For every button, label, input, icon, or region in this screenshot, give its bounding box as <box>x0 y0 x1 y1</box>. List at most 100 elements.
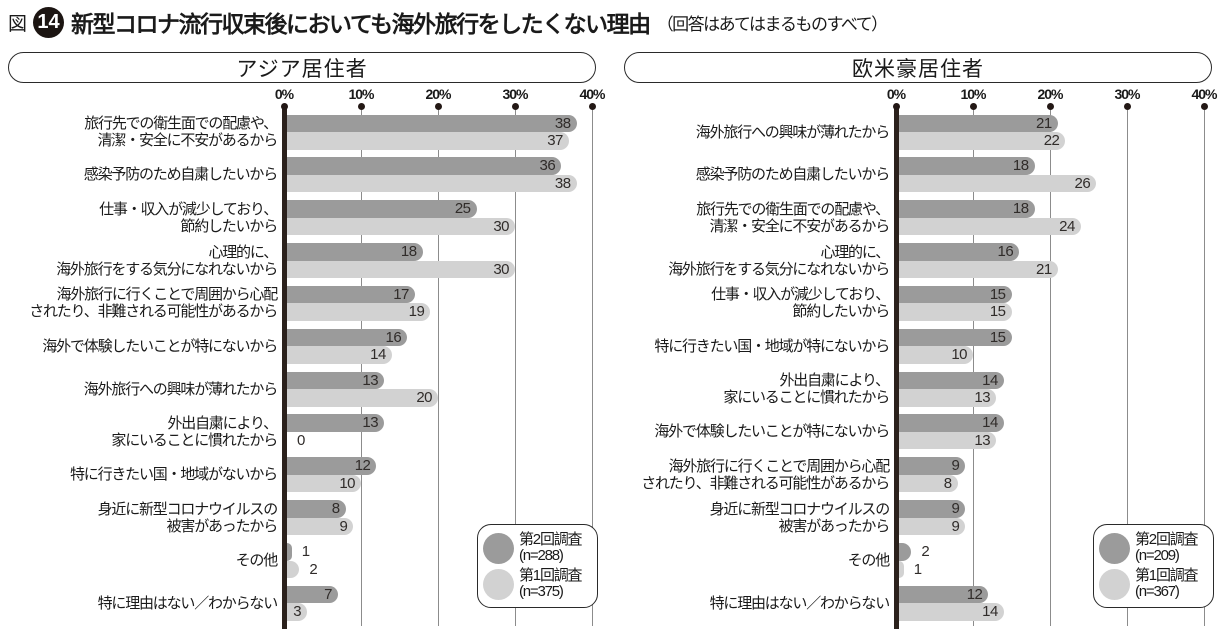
bar-value: 26 <box>1074 174 1091 192</box>
category-label: 海外で体験したいことが特にないから <box>42 337 278 355</box>
legend-swatch-survey1 <box>483 568 514 600</box>
bar-value: 22 <box>1043 132 1060 149</box>
x-tick-dot <box>280 103 288 110</box>
x-tick-dot <box>434 103 442 110</box>
panel-west: 欧米豪居住者 第2回調査 (n=209) 第1回調査 (n=367) 0% 10% 20… <box>616 0 1232 632</box>
bar-survey2 <box>287 371 385 390</box>
bar-survey1 <box>899 474 958 493</box>
category-label: 旅行先での衛生面での配慮や、 清潔・安全に不安があるから <box>696 200 890 235</box>
bar-survey1 <box>899 217 1081 236</box>
bar-survey2 <box>287 328 408 347</box>
bar-value: 30 <box>493 217 509 235</box>
figure-title: 新型コロナ流行収束後においても海外旅行をしたくない理由 <box>71 11 651 37</box>
category-label: 心理的に、 海外旅行をする気分になれないから <box>668 243 890 278</box>
bar-value: 30 <box>493 260 509 278</box>
x-tick-dot <box>1200 103 1208 110</box>
category-label: 海外旅行への興味が薄れたから <box>83 380 278 398</box>
gridline <box>515 110 516 626</box>
category-label: その他 <box>847 552 891 569</box>
bar-value: 8 <box>943 474 952 492</box>
bar-survey2 <box>899 114 1058 132</box>
bar-value: 38 <box>554 174 571 192</box>
category-label: 心理的に、 海外旅行をする気分になれないから <box>56 243 278 278</box>
x-tick-label: 20% <box>1037 86 1063 102</box>
legend-west: 第2回調査 (n=209) 第1回調査 (n=367) <box>1093 524 1214 608</box>
bar-value: 9 <box>951 457 960 475</box>
bar-survey2 <box>287 200 477 218</box>
bar-value: 1 <box>301 543 310 560</box>
legend-text-survey2: 第2回調査 (n=288) <box>519 530 583 564</box>
bar-survey1 <box>899 389 997 407</box>
bar-value: 8 <box>331 500 340 518</box>
bar-value: 25 <box>454 200 471 218</box>
x-tick-dot <box>892 103 900 110</box>
bar-survey2 <box>287 543 292 561</box>
category-label: その他 <box>235 552 279 569</box>
bar-value: 2 <box>309 560 318 578</box>
category-label: 外出自粛により、 家にいることに慣れたから <box>723 372 890 407</box>
bar-value: 16 <box>385 328 402 346</box>
bar-value: 24 <box>1059 217 1075 235</box>
bar-survey1 <box>899 260 1058 279</box>
bar-survey1 <box>899 560 904 578</box>
bar-survey1 <box>899 517 966 536</box>
bar-value: 3 <box>293 603 302 621</box>
figure-title-row: 図 14 新型コロナ流行収束後においても海外旅行をしたくない理由 （回答はあては… <box>8 5 888 39</box>
bar-survey2 <box>899 285 1012 304</box>
bar-survey2 <box>287 285 415 304</box>
panel-asia: アジア居住者 第2回調査 (n=288) 第1回調査 (n=375) 0% 10% 20… <box>8 52 606 629</box>
x-tick-label: 10% <box>348 86 374 102</box>
bar-value: 15 <box>989 303 1006 321</box>
bar-survey1 <box>899 346 973 364</box>
bar-survey1 <box>287 260 515 279</box>
legend-asia: 第2回調査 (n=288) 第1回調査 (n=375) <box>477 524 598 608</box>
panel-asia-header: アジア居住者 <box>8 52 596 83</box>
bar-value: 14 <box>982 371 998 389</box>
category-label: 特に行きたい国・地域がないから <box>69 466 278 484</box>
category-label: 特に理由はない／わからない <box>97 594 279 612</box>
x-tick-dot <box>1123 103 1131 110</box>
x-tick-dot <box>511 103 519 110</box>
x-tick-label: 0% <box>274 86 294 102</box>
bar-value: 36 <box>539 157 556 175</box>
bar-survey2 <box>287 414 385 432</box>
legend-item-survey1: 第1回調査 (n=367) <box>1099 567 1208 601</box>
panel-west-header: 欧米豪居住者 <box>624 52 1212 83</box>
bar-survey1 <box>287 132 569 150</box>
zero-axis-line <box>893 107 899 629</box>
bar-survey2 <box>899 157 1035 175</box>
bar-survey1 <box>287 303 431 321</box>
category-label: 仕事・収入が減少しており、 節約したいから <box>99 200 278 235</box>
gridline <box>1204 110 1205 626</box>
x-tick-dot <box>588 103 596 110</box>
legend-item-survey2: 第2回調査 (n=209) <box>1099 531 1208 565</box>
bar-value: 20 <box>416 389 432 407</box>
bar-survey2 <box>899 585 989 604</box>
bar-value: 9 <box>951 517 960 535</box>
bar-value: 12 <box>354 457 371 475</box>
x-tick-dot <box>1046 103 1054 110</box>
legend-swatch-survey2 <box>1099 532 1130 564</box>
bar-survey2 <box>287 585 338 604</box>
category-label: 海外旅行への興味が薄れたから <box>695 123 890 141</box>
zero-axis-line <box>281 107 287 629</box>
x-tick-label: 40% <box>1191 86 1217 102</box>
bar-survey2 <box>899 543 912 561</box>
bar-value: 14 <box>370 346 386 364</box>
bar-survey1 <box>899 174 1097 193</box>
gridline <box>1050 110 1051 626</box>
bar-survey1 <box>287 346 392 364</box>
bar-survey2 <box>899 328 1012 347</box>
category-label: 海外で体験したいことが特にないから <box>654 423 890 441</box>
bar-value: 13 <box>362 371 379 389</box>
gridline <box>592 110 593 626</box>
bar-survey1 <box>899 431 997 450</box>
bar-value: 15 <box>989 328 1006 346</box>
legend-text-survey1: 第1回調査 (n=375) <box>519 566 583 600</box>
x-tick-label: 20% <box>425 86 451 102</box>
category-label: 仕事・収入が減少しており、 節約したいから <box>711 286 890 321</box>
bar-value: 10 <box>339 474 355 492</box>
bar-value: 18 <box>1012 200 1029 218</box>
bar-survey2 <box>287 500 346 518</box>
bar-survey2 <box>287 114 577 132</box>
